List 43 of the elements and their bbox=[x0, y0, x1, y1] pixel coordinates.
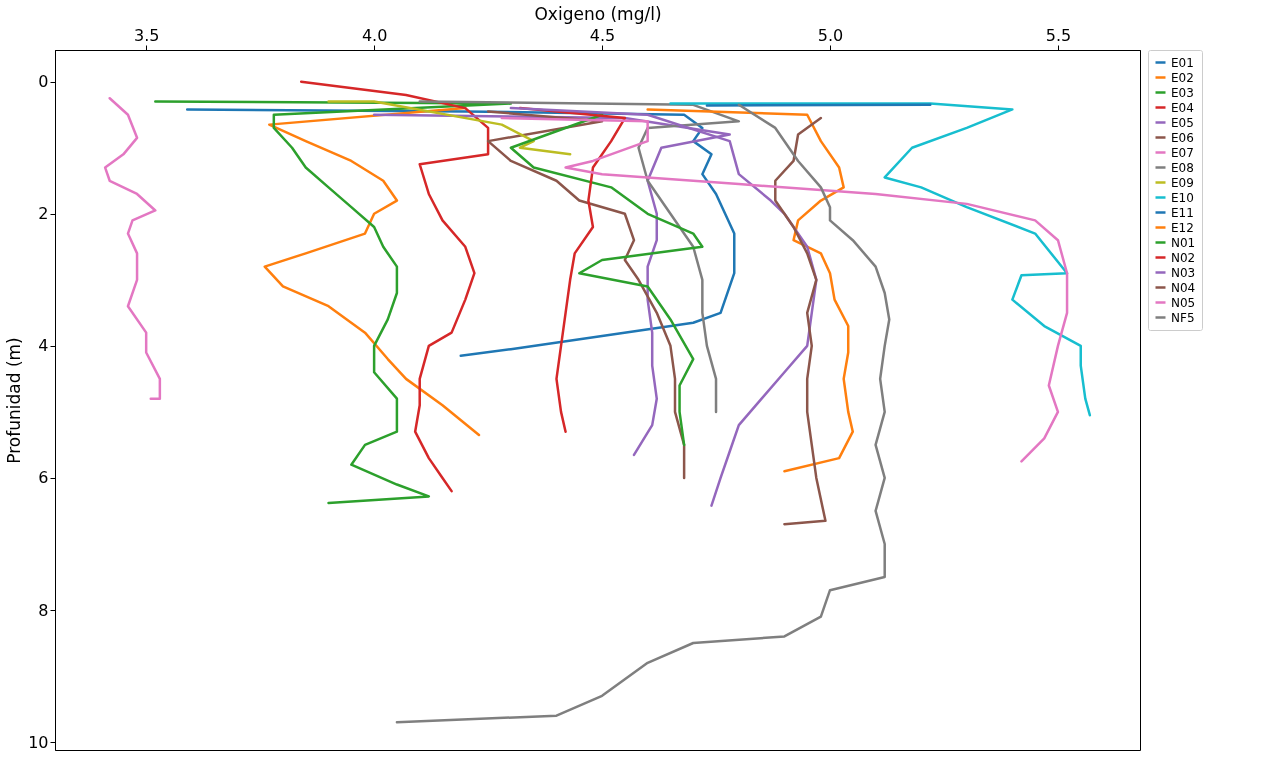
legend-label: E10 bbox=[1171, 190, 1194, 205]
line-series bbox=[395, 103, 891, 724]
legend-label: E04 bbox=[1171, 100, 1194, 115]
legend-label: N02 bbox=[1171, 250, 1196, 265]
line-series bbox=[263, 106, 481, 437]
legend-label: NF5 bbox=[1171, 310, 1195, 325]
line-series bbox=[774, 116, 827, 526]
legend-label: E02 bbox=[1171, 70, 1194, 85]
line-series bbox=[154, 100, 513, 505]
x-tick-label: 3.5 bbox=[133, 25, 160, 45]
legend-label: E09 bbox=[1171, 175, 1194, 190]
legend-label: N05 bbox=[1171, 295, 1196, 310]
line-series bbox=[669, 102, 1092, 417]
legend-label: N03 bbox=[1171, 265, 1196, 280]
x-tick-label: 5.0 bbox=[817, 25, 844, 45]
line-series bbox=[103, 96, 162, 400]
x-axis-title: Oxigeno (mg/l) bbox=[534, 3, 662, 24]
legend-label: E05 bbox=[1171, 115, 1194, 130]
legend-label: E08 bbox=[1171, 160, 1194, 175]
y-tick-label: 8 bbox=[38, 600, 49, 620]
y-tick-label: 10 bbox=[28, 732, 49, 752]
legend-label: E01 bbox=[1171, 55, 1194, 70]
y-tick-label: 0 bbox=[38, 72, 49, 92]
legend-label: E03 bbox=[1171, 85, 1194, 100]
line-series bbox=[327, 100, 572, 156]
line-series bbox=[500, 116, 1069, 463]
legend-label: E11 bbox=[1171, 205, 1194, 220]
x-tick-label: 5.5 bbox=[1045, 25, 1072, 45]
legend-label: E06 bbox=[1171, 130, 1194, 145]
legend-label: N01 bbox=[1171, 235, 1196, 250]
line-series bbox=[646, 108, 855, 473]
legend-label: E07 bbox=[1171, 145, 1194, 160]
line-series bbox=[509, 113, 704, 447]
y-axis-title: Profunidad (m) bbox=[4, 337, 25, 464]
legend-label: E12 bbox=[1171, 220, 1194, 235]
legend-label: N04 bbox=[1171, 280, 1196, 295]
x-tick-label: 4.5 bbox=[589, 25, 616, 45]
line-series bbox=[418, 100, 741, 414]
y-tick-label: 2 bbox=[38, 204, 49, 224]
line-series bbox=[299, 80, 490, 493]
y-tick-label: 6 bbox=[38, 468, 49, 488]
y-tick-label: 4 bbox=[38, 336, 49, 356]
x-tick-label: 4.0 bbox=[361, 25, 388, 45]
